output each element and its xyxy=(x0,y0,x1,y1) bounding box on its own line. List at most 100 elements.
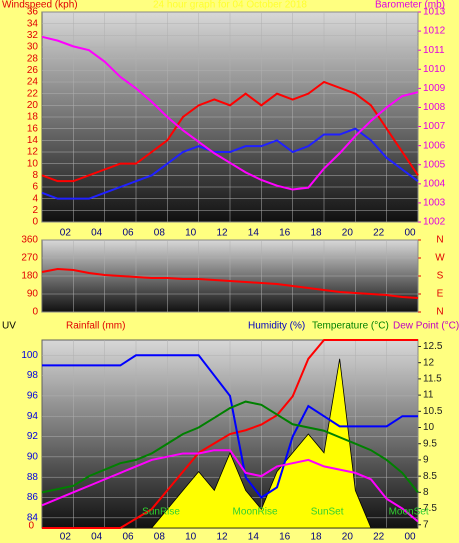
y2-tick-label: 1007 xyxy=(423,121,446,132)
y-tick-label: 4 xyxy=(32,193,38,204)
y-tick-label: 90 xyxy=(27,452,39,463)
annotation: SunRise xyxy=(142,507,180,518)
series-line xyxy=(41,400,419,494)
y-tick-label: 0 xyxy=(32,217,38,228)
x-tick-label: 08 xyxy=(154,532,166,543)
x-tick-label: 20 xyxy=(342,532,354,543)
y-tick-label: 86 xyxy=(27,492,39,503)
y-tick-label: 0 xyxy=(32,307,38,318)
y-tick-label: 30 xyxy=(27,42,39,53)
y2-tick-label: 11 xyxy=(423,390,434,401)
y-tick-label: 84 xyxy=(27,512,39,523)
y-tick-label: 12 xyxy=(27,147,39,158)
y-tick-label: 34 xyxy=(27,18,39,29)
x-tick-label: 00 xyxy=(404,532,416,543)
x-tick-label: 00 xyxy=(404,228,416,239)
y-tick-label: 88 xyxy=(27,472,39,483)
y2-axis-label: Barometer (mb) xyxy=(375,0,445,11)
x-tick-label: 14 xyxy=(248,228,260,239)
x-tick-label: 10 xyxy=(185,532,197,543)
legend-label: UV xyxy=(2,321,16,332)
y2-tick-label: N xyxy=(436,307,443,318)
series-line xyxy=(41,267,419,299)
y2-tick-label: 12 xyxy=(423,357,435,368)
y-tick-label: 16 xyxy=(27,123,39,134)
y3-tick-label: 0 xyxy=(28,521,34,532)
y2-tick-label: 1004 xyxy=(423,178,446,189)
series-line xyxy=(41,127,419,200)
y-tick-label: 10 xyxy=(27,158,39,169)
y2-tick-label: 9 xyxy=(423,455,429,466)
y2-tick-label: S xyxy=(437,271,444,282)
y-tick-label: 360 xyxy=(21,235,38,246)
x-tick-label: 22 xyxy=(373,228,385,239)
x-tick-label: 20 xyxy=(342,228,354,239)
chart-title: 24 hour graph for 04 October 2018 xyxy=(153,0,307,11)
series-line xyxy=(41,35,419,191)
y2-tick-label: 8 xyxy=(423,487,429,498)
x-tick-label: 16 xyxy=(279,532,291,543)
annotation: SunSet xyxy=(311,507,344,518)
y2-tick-label: 1002 xyxy=(423,217,446,228)
y-tick-label: 270 xyxy=(21,253,38,264)
y-tick-label: 98 xyxy=(27,370,39,381)
y-tick-label: 90 xyxy=(27,289,39,300)
y2-tick-label: 7 xyxy=(423,519,429,530)
x-tick-label: 16 xyxy=(279,228,291,239)
y2-tick-label: 10 xyxy=(423,422,435,433)
series-line xyxy=(42,339,418,529)
y2-tick-label: 7.5 xyxy=(423,503,437,514)
x-tick-label: 22 xyxy=(373,532,385,543)
y2-tick-label: 12.5 xyxy=(423,341,443,352)
legend-label: Rainfall (mm) xyxy=(66,321,125,332)
x-tick-label: 18 xyxy=(310,532,322,543)
y-axis-label: Windspeed (kph) xyxy=(2,0,78,11)
x-tick-label: 12 xyxy=(216,228,228,239)
y2-tick-label: 8.5 xyxy=(423,471,437,482)
x-tick-label: 08 xyxy=(154,228,166,239)
y-tick-label: 14 xyxy=(27,135,39,146)
series-line xyxy=(41,80,419,183)
y2-tick-label: 1011 xyxy=(423,45,445,56)
y2-tick-label: 1012 xyxy=(423,26,446,37)
y2-tick-label: 1003 xyxy=(423,198,446,209)
y-tick-label: 20 xyxy=(27,100,39,111)
legend-label: Dew Point (°C) xyxy=(393,321,459,332)
x-tick-label: 06 xyxy=(122,228,134,239)
y-tick-label: 92 xyxy=(27,431,39,442)
y-tick-label: 6 xyxy=(32,182,38,193)
x-tick-label: 06 xyxy=(122,532,134,543)
y-tick-label: 22 xyxy=(27,88,39,99)
y-tick-label: 100 xyxy=(21,350,38,361)
y2-tick-label: 10.5 xyxy=(423,406,443,417)
x-tick-label: 04 xyxy=(91,228,103,239)
y2-tick-label: 11.5 xyxy=(423,374,442,385)
x-tick-label: 04 xyxy=(91,532,103,543)
series-line xyxy=(41,449,419,523)
x-tick-label: 10 xyxy=(185,228,197,239)
y2-tick-label: 1006 xyxy=(423,140,446,151)
y2-tick-label: 1009 xyxy=(423,83,446,94)
legend-label: Humidity (%) xyxy=(248,321,305,332)
annotation: MoonSet xyxy=(389,507,429,518)
y2-tick-label: W xyxy=(435,253,445,264)
y2-tick-label: 9.5 xyxy=(423,438,437,449)
x-tick-label: 02 xyxy=(60,532,72,543)
y2-tick-label: 1010 xyxy=(423,64,446,75)
y-tick-label: 180 xyxy=(21,271,38,282)
y2-tick-label: N xyxy=(436,235,443,246)
y-tick-label: 94 xyxy=(27,411,39,422)
x-tick-label: 18 xyxy=(310,228,322,239)
y2-tick-label: 1013 xyxy=(423,7,446,18)
y-tick-label: 2 xyxy=(32,205,38,216)
y2-tick-label: 1005 xyxy=(423,159,446,170)
y-tick-label: 36 xyxy=(27,7,39,18)
x-tick-label: 12 xyxy=(216,532,228,543)
y-tick-label: 26 xyxy=(27,65,39,76)
legend-label: Temperature (°C) xyxy=(312,321,389,332)
x-tick-label: 02 xyxy=(60,228,72,239)
y-tick-label: 18 xyxy=(27,112,39,123)
y-tick-label: 24 xyxy=(27,77,39,88)
annotation: MoonRise xyxy=(233,507,278,518)
